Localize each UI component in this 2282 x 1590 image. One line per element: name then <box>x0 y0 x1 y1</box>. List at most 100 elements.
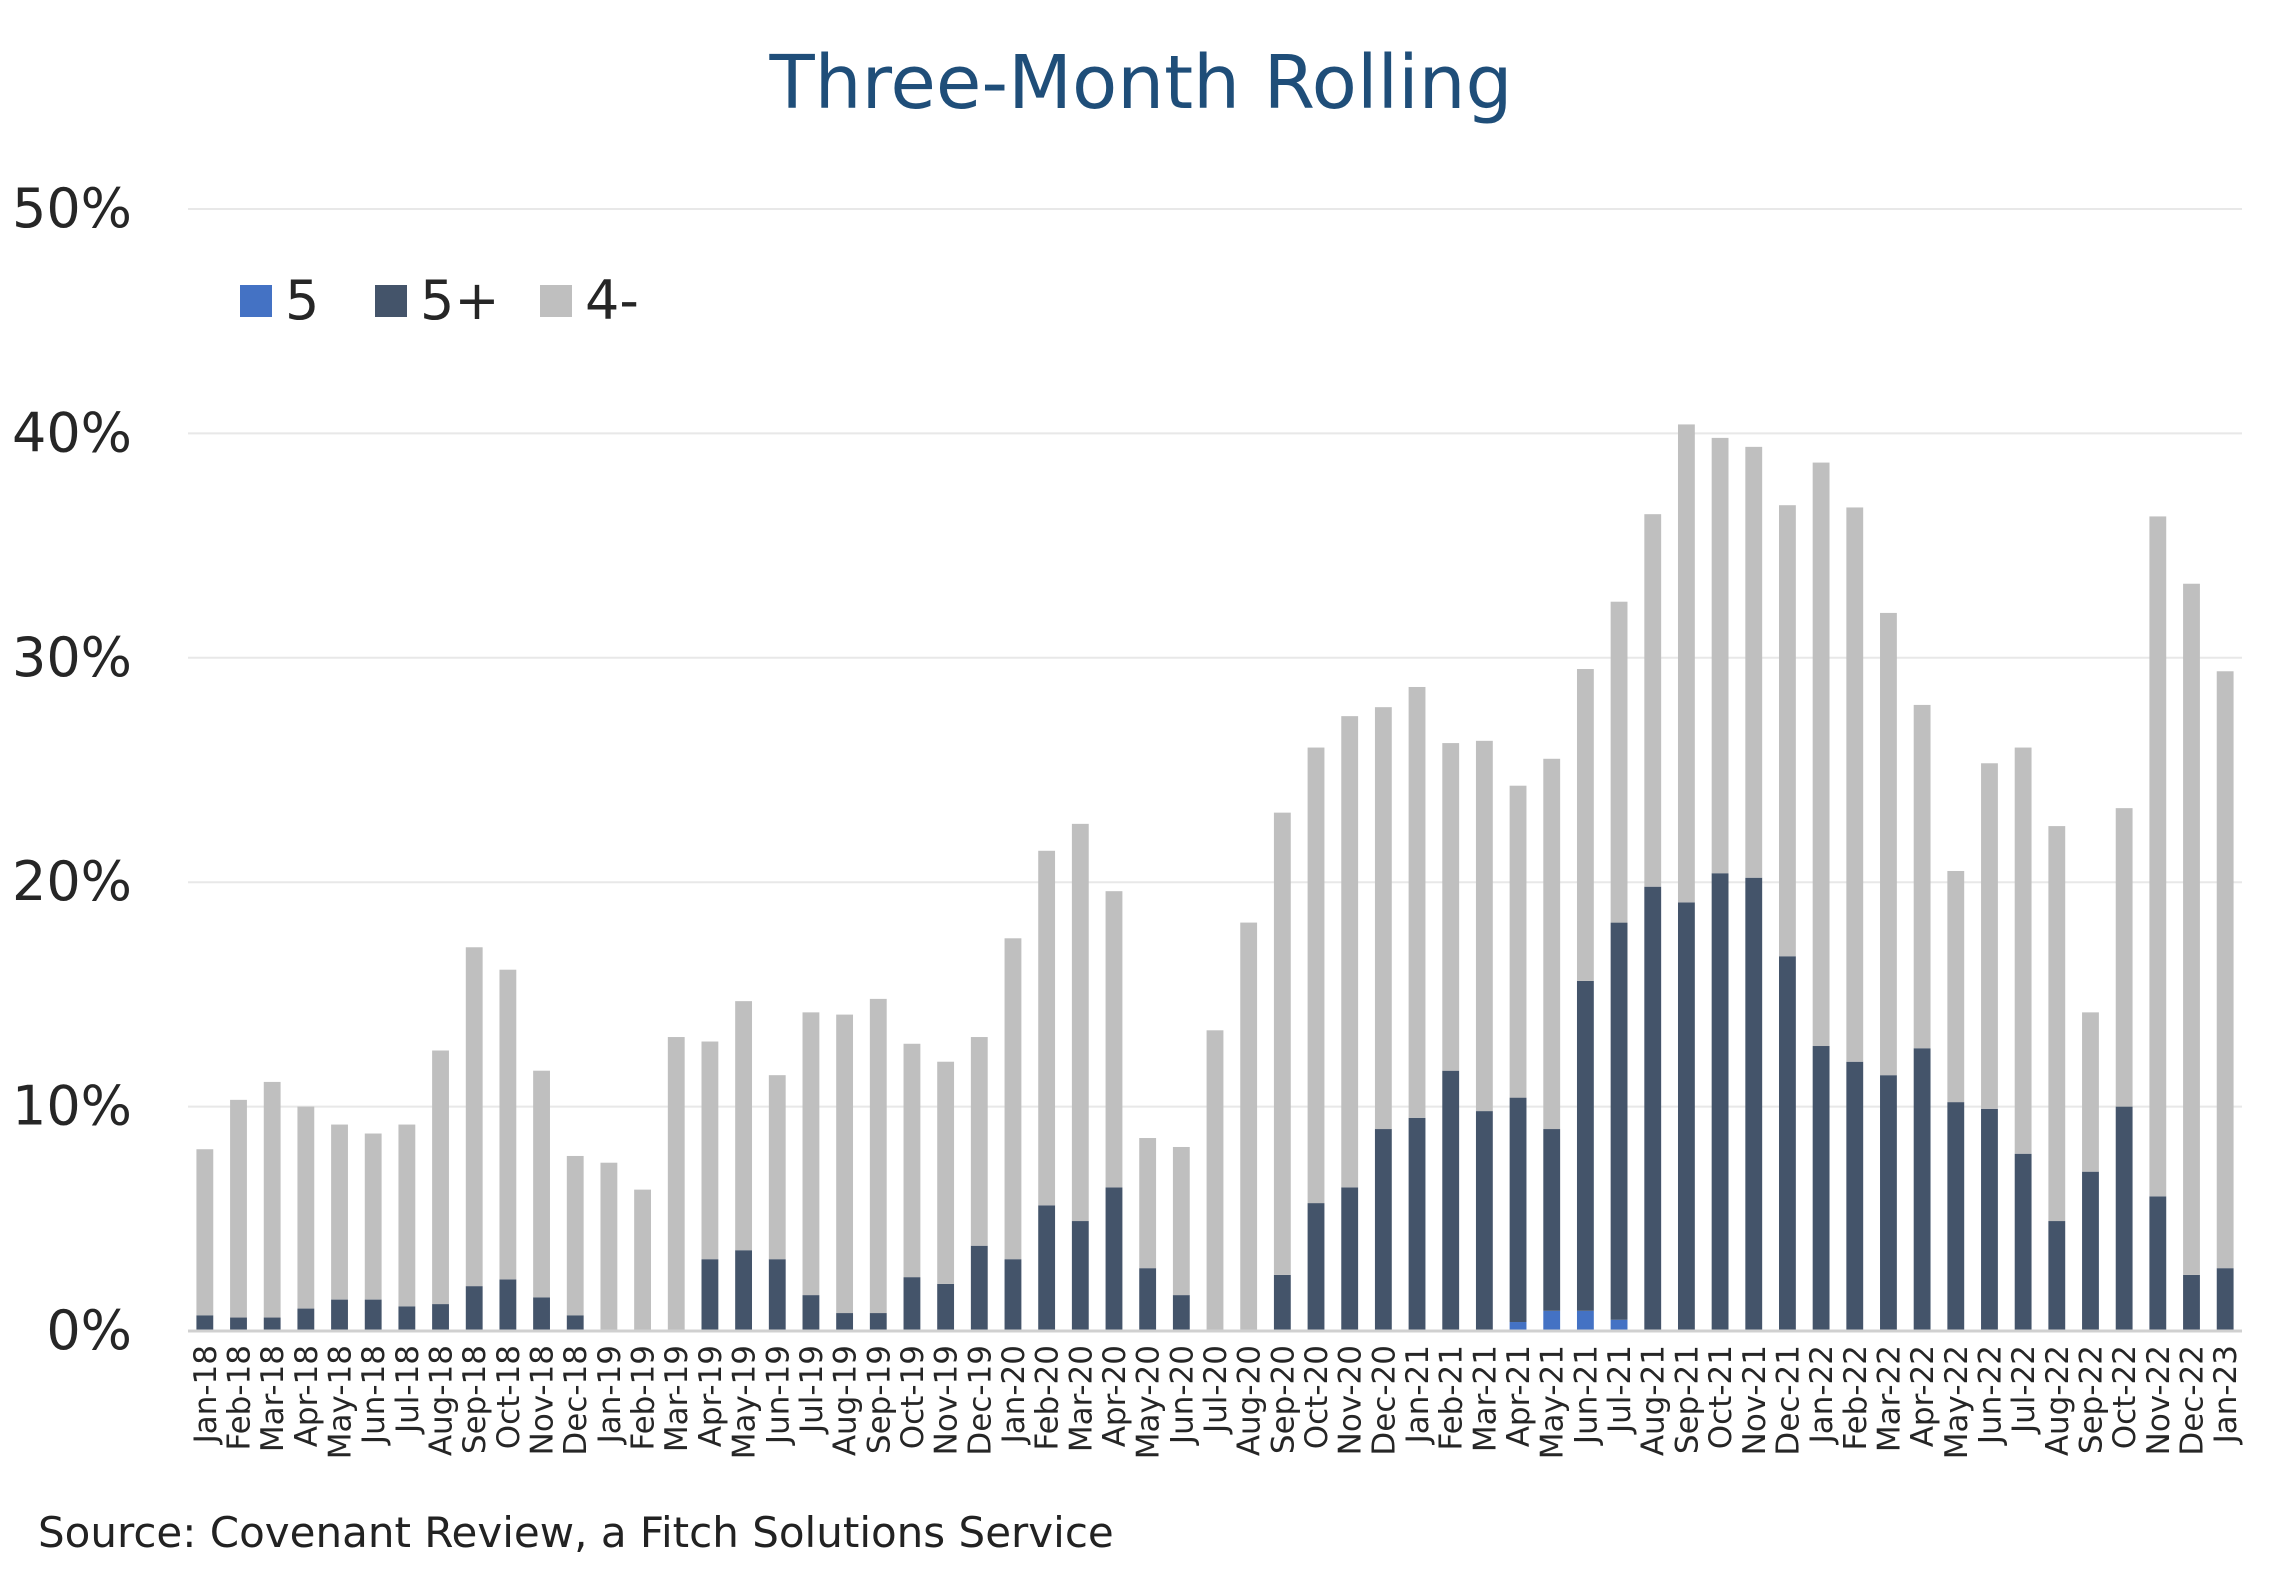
x-tick-label: Oct-21 <box>1703 1345 1739 1449</box>
legend: 5 5+ 4- <box>240 269 639 332</box>
bar-segment-5 <box>1509 1322 1527 1331</box>
bar-segment-5plus <box>1408 1117 1426 1331</box>
x-tick-label: Mar-20 <box>1063 1345 1099 1452</box>
bar-segment-5plus <box>1442 1070 1460 1331</box>
bar-segment-4minus <box>667 1037 685 1331</box>
bar-segment-4minus <box>2216 671 2234 1269</box>
bar-segment-4minus <box>331 1124 348 1300</box>
x-tick-label: Jun-21 <box>1568 1345 1604 1446</box>
bar-segment-5plus <box>2082 1171 2099 1331</box>
bar-segment-4minus <box>1004 938 1022 1260</box>
bar-segment-4minus <box>1880 612 1897 1076</box>
bar-segment-4minus <box>364 1133 382 1300</box>
bar-segment-4minus <box>533 1070 550 1298</box>
bar-segment-4minus <box>465 947 483 1287</box>
bar-segment-5plus <box>1981 1108 1998 1331</box>
bar-segment-4minus <box>1139 1138 1157 1269</box>
bar-segment-4minus <box>1812 462 1830 1047</box>
x-tick-label: Jun-18 <box>356 1345 392 1446</box>
x-tick-label: Jan-22 <box>1804 1345 1840 1445</box>
bar-segment-4minus <box>970 1037 988 1246</box>
bar-segment-5plus <box>1543 1129 1561 1311</box>
y-tick-label: 30% <box>12 626 132 689</box>
legend-label: 5 <box>285 269 319 332</box>
x-tick-label: Nov-21 <box>1737 1345 1773 1455</box>
x-tick-label: Jan-21 <box>1400 1345 1436 1445</box>
x-tick-label: Dec-18 <box>558 1345 594 1456</box>
x-tick-label: Apr-20 <box>1097 1345 1133 1447</box>
y-tick-label: 10% <box>12 1075 132 1138</box>
x-tick-label: Apr-19 <box>693 1345 729 1447</box>
x-tick-label: Feb-19 <box>626 1345 662 1451</box>
bar-segment-4minus <box>1610 601 1628 923</box>
x-tick-label: Jul-18 <box>390 1345 426 1435</box>
bar-segment-5plus <box>1846 1061 1864 1331</box>
bar-segment-4minus <box>1273 812 1291 1275</box>
bar-segment-5plus <box>1374 1129 1392 1331</box>
bar-segment-4minus <box>1644 514 1662 887</box>
bar-segment-5plus <box>1947 1102 1965 1331</box>
bar-segment-4minus <box>2082 1012 2099 1172</box>
source-note: Source: Covenant Review, a Fitch Solutio… <box>38 1508 1114 1557</box>
bars <box>196 424 2234 1331</box>
bar-segment-4minus <box>600 1162 618 1331</box>
bar-segment-5plus <box>230 1317 247 1331</box>
x-tick-label: Aug-21 <box>1636 1345 1672 1456</box>
bar-segment-4minus <box>836 1014 854 1314</box>
bar-segment-4minus <box>1543 758 1561 1130</box>
bar-segment-4minus <box>2149 516 2167 1197</box>
bar-segment-4minus <box>1240 922 1258 1331</box>
x-tick-label: Feb-21 <box>1434 1345 1470 1451</box>
bar-segment-5plus <box>364 1299 382 1331</box>
x-tick-label: Feb-22 <box>1838 1345 1874 1451</box>
bar-segment-4minus <box>1475 740 1493 1112</box>
bar-segment-4minus <box>1408 686 1426 1118</box>
bar-segment-4minus <box>1071 823 1089 1222</box>
x-tick-label: Oct-18 <box>491 1345 527 1449</box>
x-tick-label: Apr-21 <box>1501 1345 1537 1447</box>
legend-swatch <box>240 285 272 317</box>
bar-segment-5 <box>1576 1310 1594 1331</box>
x-tick-label: Dec-19 <box>962 1345 998 1456</box>
y-tick-label: 50% <box>12 177 132 240</box>
x-tick-label: Nov-20 <box>1333 1345 1369 1455</box>
x-tick-label: Feb-18 <box>222 1345 258 1451</box>
bar-segment-4minus <box>1846 507 1864 1062</box>
bar-segment-5plus <box>1779 956 1796 1331</box>
bar-segment-5plus <box>2149 1196 2167 1331</box>
x-tick-label: Jul-20 <box>1198 1345 1234 1435</box>
bar-segment-5plus <box>499 1279 517 1331</box>
bar-segment-5plus <box>1307 1203 1325 1331</box>
bar-segment-4minus <box>230 1099 247 1318</box>
bar-segment-4minus <box>1913 704 1931 1049</box>
bar-segment-5plus <box>196 1315 214 1331</box>
bar-segment-4minus <box>432 1050 449 1305</box>
x-tick-label: Dec-22 <box>2174 1345 2210 1456</box>
bar-segment-4minus <box>1105 891 1123 1188</box>
bar-segment-4minus <box>1779 505 1796 957</box>
bar-segment-5plus <box>1341 1187 1359 1331</box>
bar-segment-5plus <box>533 1297 550 1331</box>
bar-segment-4minus <box>1509 785 1527 1098</box>
x-tick-label: May-21 <box>1535 1345 1571 1459</box>
x-tick-label: Feb-20 <box>1030 1345 1066 1451</box>
legend-label: 4- <box>585 269 639 332</box>
x-tick-label: Aug-20 <box>1232 1345 1268 1456</box>
x-tick-label: Mar-22 <box>1871 1345 1907 1452</box>
bar-segment-5plus <box>937 1283 955 1331</box>
bar-segment-4minus <box>869 998 887 1314</box>
bar-segment-4minus <box>1341 716 1359 1188</box>
bar-segment-4minus <box>937 1061 955 1284</box>
bar-segment-4minus <box>2048 826 2066 1222</box>
bar-segment-4minus <box>196 1149 214 1316</box>
bar-segment-5plus <box>1745 877 1763 1331</box>
bar-segment-5plus <box>1677 902 1695 1331</box>
x-tick-label: Apr-22 <box>1905 1345 1941 1447</box>
bar-segment-5plus <box>263 1317 281 1331</box>
bar-segment-5 <box>1610 1319 1628 1331</box>
bar-segment-5plus <box>2014 1153 2032 1331</box>
bar-segment-4minus <box>1576 669 1594 981</box>
bar-segment-5plus <box>2183 1274 2200 1331</box>
x-tick-label: Sep-20 <box>1265 1345 1301 1454</box>
bar-segment-5plus <box>566 1315 584 1331</box>
